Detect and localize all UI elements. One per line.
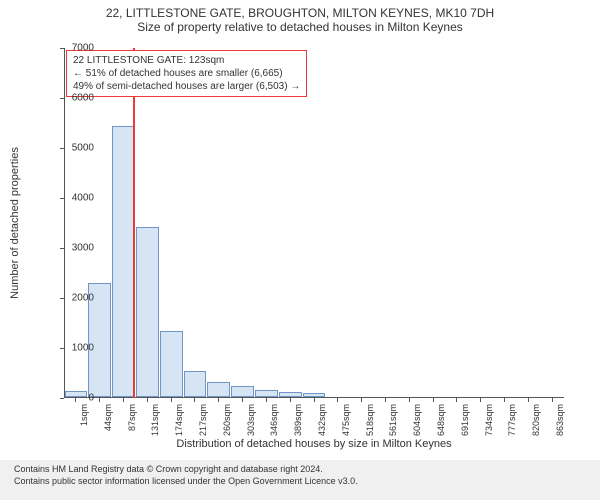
x-tick-label: 44sqm xyxy=(103,404,113,431)
histogram-bar xyxy=(279,392,302,397)
x-tick-label: 820sqm xyxy=(531,404,541,436)
info-box-line: 22 LITTLESTONE GATE: 123sqm xyxy=(73,54,300,67)
x-tick-label: 432sqm xyxy=(317,404,327,436)
x-tick-mark xyxy=(147,398,148,402)
x-tick-mark xyxy=(480,398,481,402)
x-tick-mark xyxy=(433,398,434,402)
x-tick-mark xyxy=(337,398,338,402)
histogram-bar xyxy=(303,393,326,397)
x-tick-label: 691sqm xyxy=(460,404,470,436)
y-tick-label: 3000 xyxy=(54,243,94,254)
x-tick-mark xyxy=(290,398,291,402)
y-tick-label: 7000 xyxy=(54,43,94,54)
x-tick-mark xyxy=(218,398,219,402)
x-tick-label: 1sqm xyxy=(79,404,89,426)
x-axis-label: Distribution of detached houses by size … xyxy=(64,438,564,450)
x-tick-mark xyxy=(314,398,315,402)
x-tick-label: 260sqm xyxy=(222,404,232,436)
footer-line: Contains HM Land Registry data © Crown c… xyxy=(14,464,586,476)
x-tick-label: 389sqm xyxy=(293,404,303,436)
x-tick-label: 777sqm xyxy=(507,404,517,436)
y-tick-label: 0 xyxy=(54,393,94,404)
histogram-bar xyxy=(207,382,230,397)
x-tick-label: 518sqm xyxy=(365,404,375,436)
x-tick-mark xyxy=(266,398,267,402)
x-tick-mark xyxy=(171,398,172,402)
x-tick-mark xyxy=(123,398,124,402)
y-tick-label: 4000 xyxy=(54,193,94,204)
x-tick-mark xyxy=(528,398,529,402)
x-tick-mark xyxy=(385,398,386,402)
x-tick-mark xyxy=(242,398,243,402)
y-axis-label: Number of detached properties xyxy=(8,48,22,398)
histogram-bar xyxy=(255,390,278,397)
x-tick-mark xyxy=(409,398,410,402)
x-tick-mark xyxy=(552,398,553,402)
info-box: 22 LITTLESTONE GATE: 123sqm← 51% of deta… xyxy=(66,50,307,97)
histogram-bar xyxy=(231,386,254,398)
y-tick-label: 6000 xyxy=(54,93,94,104)
x-tick-label: 303sqm xyxy=(246,404,256,436)
histogram-bar xyxy=(112,126,135,398)
x-tick-label: 87sqm xyxy=(127,404,137,431)
info-box-line: ← 51% of detached houses are smaller (6,… xyxy=(73,67,300,80)
x-tick-mark xyxy=(504,398,505,402)
marker-line xyxy=(133,48,135,398)
x-tick-label: 561sqm xyxy=(388,404,398,436)
plot-region: 22 LITTLESTONE GATE: 123sqm← 51% of deta… xyxy=(64,48,564,398)
x-tick-label: 346sqm xyxy=(269,404,279,436)
chart-title-sub: Size of property relative to detached ho… xyxy=(0,20,600,34)
y-tick-label: 2000 xyxy=(54,293,94,304)
x-tick-label: 648sqm xyxy=(436,404,446,436)
x-tick-label: 475sqm xyxy=(341,404,351,436)
x-tick-mark xyxy=(456,398,457,402)
x-tick-mark xyxy=(361,398,362,402)
info-box-line: 49% of semi-detached houses are larger (… xyxy=(73,80,300,93)
x-tick-label: 604sqm xyxy=(412,404,422,436)
x-tick-label: 734sqm xyxy=(484,404,494,436)
histogram-bar xyxy=(184,371,207,398)
x-tick-label: 174sqm xyxy=(174,404,184,436)
histogram-bar xyxy=(136,227,159,398)
x-tick-label: 863sqm xyxy=(555,404,565,436)
footer-attribution: Contains HM Land Registry data © Crown c… xyxy=(0,460,600,500)
x-tick-mark xyxy=(194,398,195,402)
x-tick-mark xyxy=(99,398,100,402)
footer-line: Contains public sector information licen… xyxy=(14,476,586,488)
x-tick-label: 217sqm xyxy=(198,404,208,436)
histogram-bar xyxy=(160,331,183,397)
x-tick-label: 131sqm xyxy=(150,404,160,436)
chart-container: 22, LITTLESTONE GATE, BROUGHTON, MILTON … xyxy=(0,0,600,500)
y-tick-label: 1000 xyxy=(54,343,94,354)
chart-title-main: 22, LITTLESTONE GATE, BROUGHTON, MILTON … xyxy=(0,0,600,20)
y-tick-label: 5000 xyxy=(54,143,94,154)
